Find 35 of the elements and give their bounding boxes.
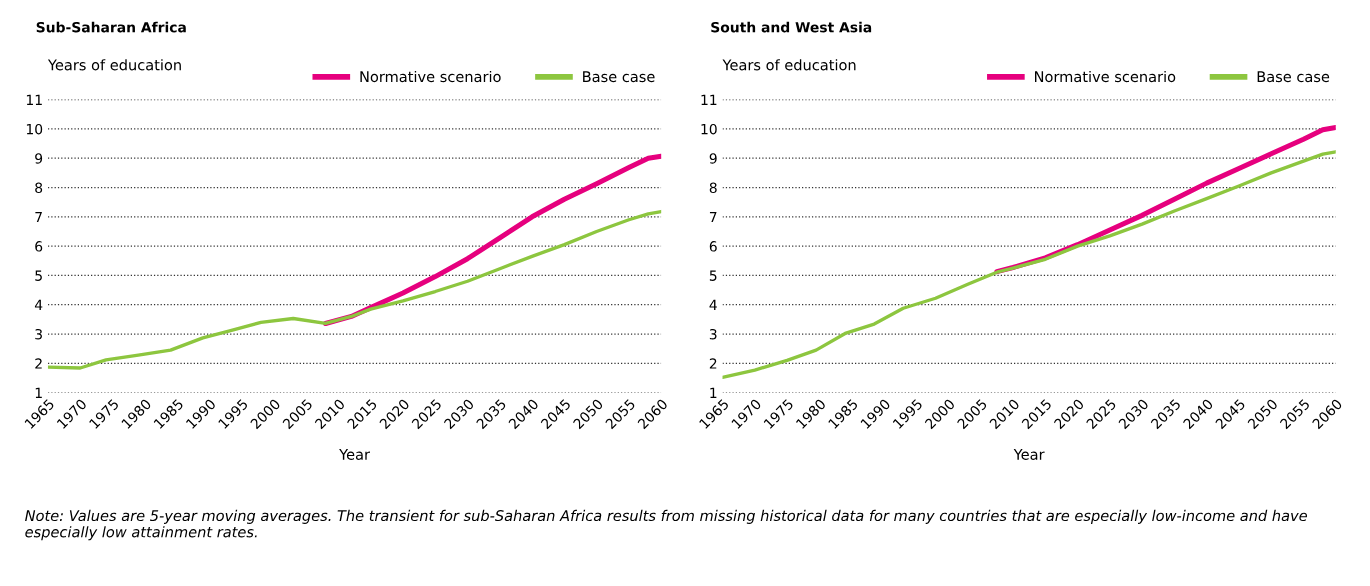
legend-label: Normative scenario [1035,70,1176,83]
legend-label: Base case [1257,71,1330,83]
x-axis-title: Year [339,449,371,460]
y-tick-label: 11 [701,94,717,105]
y-tick-label: 4 [709,299,717,310]
y-tick-label: 6 [35,241,43,252]
y-tick-label: 2 [35,358,42,369]
text: Note: Values are 5-year moving averages. The transient for sub-Saharan Africa results from missing historical data for many countries that are especially low-income and have especially low attainment rates. [25,509,1307,541]
y-tick-label: 6 [709,241,717,252]
y-tick-label: 1 [35,387,42,398]
y-tick-label: 5 [709,270,717,281]
y-tick-label: 7 [709,211,717,223]
y-axis-title: Years of education [47,59,181,71]
y-tick-label: 1 [710,387,717,398]
y-axis-title: Years of education [722,59,856,71]
y-tick-label: 9 [35,153,43,164]
y-tick-label: 8 [709,182,717,193]
y-tick-label: 8 [35,182,43,193]
legend-label: Base case [583,71,655,83]
y-tick-label: 10 [26,123,43,135]
y-tick-label: 2 [709,358,717,369]
y-tick-label: 4 [34,299,43,310]
x-axis-title: Year [1013,449,1045,460]
chart-title: Sub-Saharan Africa [36,21,186,33]
y-tick-label: 3 [709,328,717,340]
y-tick-label: 3 [35,328,42,340]
legend-label: Normative scenario [360,70,501,83]
line-series [722,150,1336,380]
y-tick-label: 7 [35,211,42,223]
line-series [47,209,662,370]
chart-title: South and West Asia [711,21,872,33]
y-tick-label: 10 [701,123,717,135]
y-tick-label: 11 [26,94,42,105]
y-tick-label: 9 [709,153,717,164]
y-tick-label: 5 [35,270,42,281]
